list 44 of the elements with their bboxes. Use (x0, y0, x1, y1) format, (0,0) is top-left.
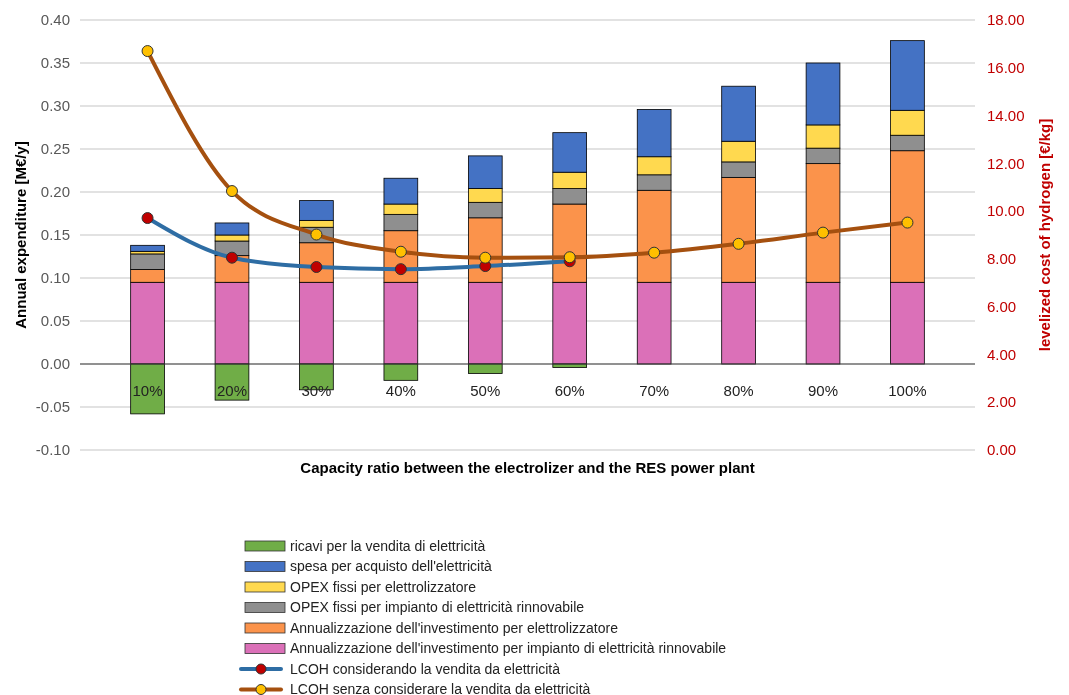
y-axis-title: Annual expenditure [M€/y] (12, 141, 29, 329)
y-tick-label: 0.05 (40, 312, 70, 330)
x-tick-label: 90% (808, 382, 839, 399)
bar (130, 244, 165, 252)
legend-label: Annualizzazione dell'investimento per impianto di elettricità rinnovabile (290, 640, 727, 657)
legend-label: ricavi per la vendita di elettricità (290, 537, 486, 554)
legend-label: spesa per acquisto dell'elettricità (290, 558, 493, 575)
y2-tick-label: 18.00 (987, 11, 1025, 29)
y2-tick-label: 12.00 (987, 154, 1025, 172)
legend-label: LCOH senza considerare la vendita da elettricità (290, 681, 591, 695)
y-tick-label: 0.00 (40, 355, 70, 373)
y-tick-label: 0.10 (40, 269, 70, 287)
y2-tick-label: 16.00 (987, 59, 1025, 77)
legend-label: LCOH considerando la vendita da elettricità (290, 660, 561, 677)
x-tick-label: 70% (639, 382, 670, 399)
y-tick-label: 0.20 (40, 183, 70, 201)
x-tick-label: 10% (132, 382, 163, 399)
legend-label: OPEX fissi per elettrolizzatore (290, 578, 477, 595)
bar (383, 363, 419, 381)
x-tick-label: 40% (385, 382, 416, 399)
y-tick-label: -0.05 (35, 398, 70, 416)
x-tick-label: 60% (554, 382, 585, 399)
y2-tick-label: 14.00 (987, 106, 1025, 124)
y2-axis-title: levelized cost of hydrogen [€/kg] (1036, 118, 1053, 352)
y-tick-label: -0.10 (35, 441, 70, 459)
bar (130, 363, 165, 415)
y2-tick-label: 8.00 (987, 250, 1017, 268)
y2-tick-label: 10.00 (987, 202, 1025, 220)
x-tick-label: 100% (888, 382, 927, 399)
x-axis-title: Capacity ratio between the electrolizer and the RES power plant (300, 459, 755, 476)
y-tick-label: 0.30 (40, 97, 70, 115)
x-tick-label: 50% (470, 382, 501, 399)
y2-tick-label: 4.00 (987, 345, 1017, 363)
y-tick-label: 0.40 (40, 11, 70, 29)
legend-label: OPEX fissi per impianto di elettricità rinnovabile (290, 599, 585, 616)
legend-label: Annualizzazione dell'investimento per elettrolizzatore (290, 619, 619, 636)
x-tick-label: 20% (216, 382, 247, 399)
y-tick-label: 0.35 (40, 54, 70, 72)
y-tick-label: 0.25 (40, 140, 70, 158)
y2-tick-label: 6.00 (987, 297, 1017, 315)
y2-tick-label: 0.00 (987, 441, 1017, 459)
x-tick-label: 80% (723, 382, 754, 399)
y-tick-label: 0.15 (40, 226, 70, 244)
y2-tick-label: 2.00 (987, 393, 1017, 411)
